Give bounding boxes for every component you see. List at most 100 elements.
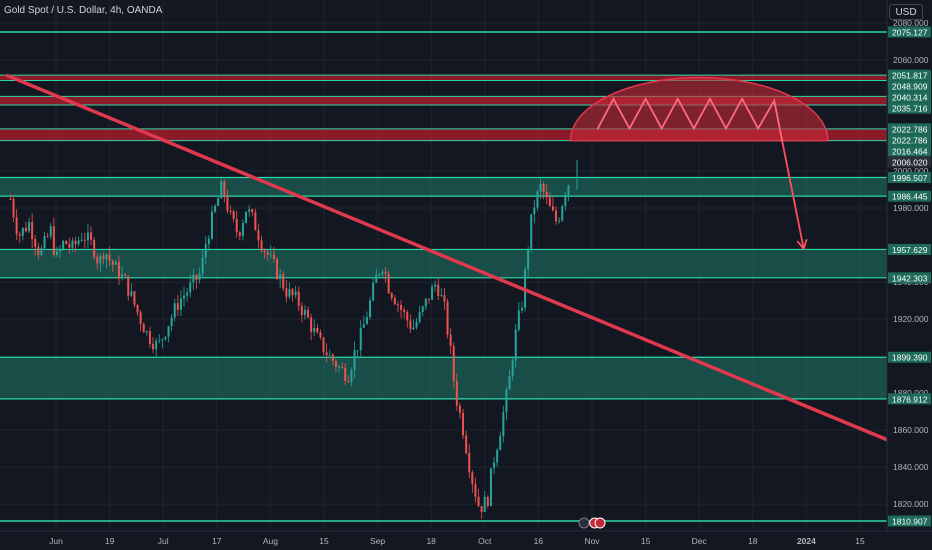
candle-body	[170, 317, 173, 327]
time-tick-label: 16	[534, 536, 544, 546]
price-flag-label: 1876.912	[892, 394, 928, 404]
candle-body	[266, 251, 269, 256]
candle-down	[480, 505, 483, 519]
candle-up	[536, 189, 539, 211]
candle-up	[183, 286, 186, 307]
candle-body	[530, 214, 533, 250]
candle-body	[173, 303, 176, 318]
candlestick-series	[9, 159, 578, 519]
price-tick-label: 1880.000	[893, 388, 929, 398]
candle-body	[192, 274, 195, 283]
price-flag	[888, 243, 931, 255]
candle-down	[319, 329, 322, 340]
candle-body	[294, 291, 297, 296]
candle-body	[226, 196, 229, 211]
candle-up	[372, 277, 375, 302]
candle-down	[124, 272, 127, 277]
candle-up	[505, 386, 508, 421]
candle-body	[43, 235, 46, 249]
descending-trendline	[6, 73, 932, 461]
candle-body	[465, 435, 468, 453]
candle-down	[393, 294, 396, 306]
candle-down	[139, 309, 142, 332]
price-flag-label: 1810.907	[892, 517, 928, 527]
candle-up	[362, 315, 365, 328]
candle-body	[468, 452, 471, 473]
price-flag-label: 1957.629	[892, 245, 928, 255]
candle-body	[341, 366, 344, 368]
candle-body	[493, 462, 496, 469]
candle-body	[214, 205, 217, 212]
candle-body	[483, 496, 486, 512]
candle-down	[477, 488, 480, 507]
candle-body	[111, 260, 114, 265]
lightning-event-icon	[578, 517, 590, 529]
candle-up	[511, 357, 514, 381]
candle-up	[173, 298, 176, 322]
candle-up	[303, 305, 306, 320]
candle-body	[46, 235, 49, 237]
candle-body	[331, 354, 334, 361]
candle-down	[111, 259, 114, 273]
candle-down	[551, 197, 554, 212]
candle-down	[46, 232, 49, 238]
candle-body	[387, 273, 390, 294]
candle-down	[226, 189, 229, 214]
candle-body	[325, 352, 328, 355]
candle-body	[130, 291, 133, 296]
candle-up	[369, 296, 372, 320]
candle-body	[96, 256, 99, 264]
candle-body	[393, 298, 396, 305]
price-tick-label: 1860.000	[893, 425, 929, 435]
candle-body	[217, 198, 220, 206]
candle-body	[338, 366, 341, 368]
candle-down	[108, 246, 111, 267]
candle-body	[152, 343, 155, 350]
candle-down	[254, 208, 257, 231]
candle-body	[93, 239, 96, 257]
candle-body	[142, 323, 145, 333]
candle-down	[548, 191, 551, 207]
candle-body	[74, 240, 77, 245]
candle-body	[260, 240, 263, 251]
time-tick-label: Aug	[263, 536, 278, 546]
candle-body	[229, 210, 232, 212]
currency-button[interactable]: USD	[889, 4, 923, 20]
candle-body	[108, 254, 111, 261]
candle-up	[204, 236, 207, 265]
candle-up	[207, 235, 210, 249]
candle-body	[167, 326, 170, 337]
candle-up	[40, 245, 43, 257]
candle-body	[462, 412, 465, 436]
candle-body	[356, 350, 359, 352]
candle-up	[375, 268, 378, 283]
price-flag-label: 2022.786	[892, 124, 928, 134]
candle-body	[334, 360, 337, 368]
time-tick-label: Oct	[478, 536, 492, 546]
time-tick-label: Jul	[158, 536, 169, 546]
candle-body	[499, 436, 502, 451]
price-flag	[888, 91, 931, 103]
candle-body	[251, 209, 254, 213]
price-flag	[888, 172, 931, 184]
candle-up	[561, 204, 564, 222]
candle-down	[486, 495, 489, 509]
candle-body	[210, 211, 213, 239]
time-tick-label: 18	[426, 536, 436, 546]
candle-up	[198, 267, 201, 284]
candle-body	[434, 284, 437, 287]
candle-down	[297, 286, 300, 312]
candle-body	[474, 484, 477, 497]
candle-body	[396, 304, 399, 306]
candle-down	[142, 322, 145, 333]
candle-body	[223, 181, 226, 197]
candle-body	[350, 370, 353, 383]
candle-body	[514, 329, 517, 361]
candle-down	[300, 302, 303, 323]
candle-body	[279, 274, 282, 279]
candle-down	[83, 232, 86, 249]
candle-down	[437, 277, 440, 300]
candle-body	[486, 496, 489, 507]
price-tick-label: 2080.000	[893, 18, 929, 28]
